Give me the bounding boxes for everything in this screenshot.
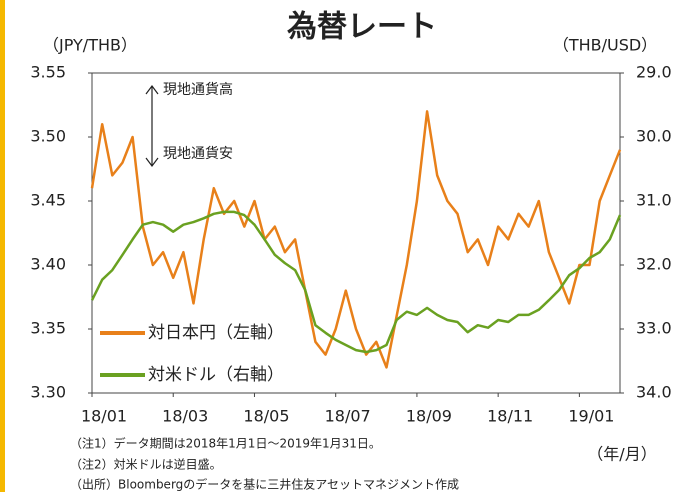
note: （出所）Bloombergのデータを基に三井住友アセットマネジメント作成 [70,477,459,492]
y2-tick-label: 30.0 [636,127,672,146]
annotation: 現地通貨安 [163,145,233,162]
x-tick-label: 18/03 [162,407,208,426]
plot-frame [91,72,621,394]
y-tick-label: 3.50 [30,127,66,146]
note: （注1）データ期間は2018年1月1日～2019年1月31日。 [70,436,381,451]
y2-axis-label: （THB/USD） [553,36,657,55]
x-tick-label: 18/01 [81,407,127,426]
y-tick-label: 3.30 [30,383,66,402]
x-tick-label: 18/09 [406,407,452,426]
legend-label: 対米ドル（右軸） [148,365,284,385]
data-line [90,210,622,354]
y2-tick-label: 32.0 [636,255,672,274]
annotation: 現地通貨高 [163,81,233,98]
y2-tick-label: 31.0 [636,191,672,210]
arrow [145,85,159,167]
x-tick-label: 18/07 [325,407,371,426]
side-bar [0,0,5,492]
y-axis-label: （JPY/THB） [43,36,137,55]
chart-title: 為替レート [287,10,437,45]
y2-tick-label: 29.0 [636,63,672,82]
x-tick-label: 18/05 [243,407,289,426]
y-tick-label: 3.55 [30,63,66,82]
y2-tick-label: 34.0 [636,383,672,402]
x-axis-label: （年/月） [587,445,656,464]
y-tick-label: 3.35 [30,319,66,338]
x-tick-label: 18/11 [487,407,533,426]
note: （注2）対米ドルは逆目盛。 [70,457,222,472]
data-line [90,110,622,369]
legend-label: 対日本円（左軸） [148,323,284,343]
y2-tick-label: 33.0 [636,319,672,338]
y-tick-label: 3.40 [30,255,66,274]
x-tick-label: 19/01 [568,407,614,426]
y-tick-label: 3.45 [30,191,66,210]
